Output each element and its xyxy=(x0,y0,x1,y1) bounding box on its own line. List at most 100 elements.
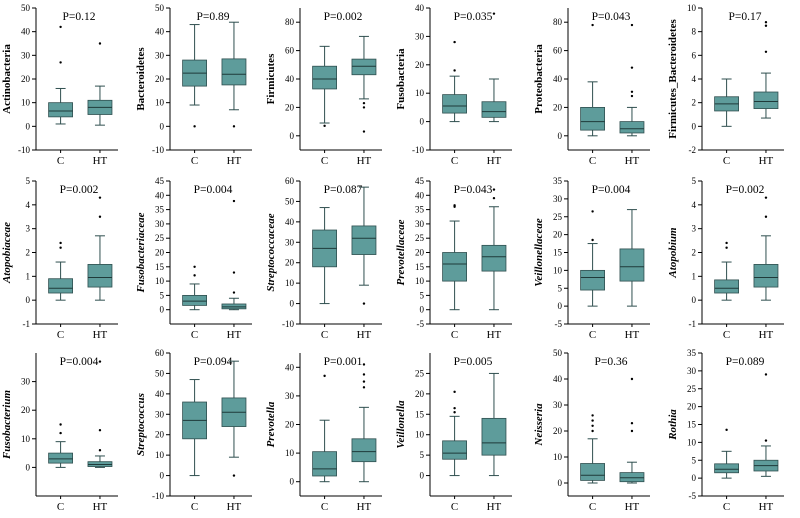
y-tick-label: 3 xyxy=(692,224,697,234)
outlier-point xyxy=(362,130,366,133)
p-value-annotation: P=0.004 xyxy=(60,356,99,368)
outlier-point xyxy=(764,439,768,442)
y-tick-label: 0 xyxy=(290,477,295,487)
y-tick-label: -1 xyxy=(23,319,31,329)
outlier-point xyxy=(492,196,496,200)
panel-neisseria: 0 10 20 30 40 50 Neisseria P=0.36 C HT xyxy=(533,348,650,513)
y-tick-label: 40 xyxy=(285,74,295,84)
box-iqr xyxy=(714,279,739,294)
box-iqr xyxy=(580,107,605,131)
outlier-point xyxy=(764,21,768,24)
box-iqr xyxy=(221,58,247,86)
y-tick-label: 80 xyxy=(553,17,563,27)
panel-prevotellaceae: -5 0 5 10 15 20 25 30 35 40 45 Prevotellaceae P=0.04… xyxy=(395,176,512,341)
outlier-point xyxy=(453,40,456,44)
outlier-point xyxy=(492,188,496,191)
box-iqr xyxy=(442,252,468,282)
box-c xyxy=(312,207,338,305)
box-c xyxy=(182,24,208,128)
y-tick-label: 0 xyxy=(160,471,165,481)
box-iqr xyxy=(481,417,507,456)
y-axis-label: Prevotella xyxy=(265,401,277,447)
y-tick-label: 60 xyxy=(155,348,165,358)
y-tick-label: 60 xyxy=(553,46,563,56)
y-tick-label: 20 xyxy=(415,248,425,258)
x-tick-label: HT xyxy=(93,155,108,167)
y-tick-label: 20 xyxy=(155,74,165,84)
x-tick-label: C xyxy=(723,329,730,341)
y-tick-label: 2 xyxy=(692,98,697,108)
y-tick-label: 40 xyxy=(155,389,165,399)
box-iqr xyxy=(714,463,739,474)
box-c xyxy=(442,204,468,311)
outlier-point xyxy=(591,210,594,213)
y-tick-label: 30 xyxy=(285,237,295,247)
x-tick-label: HT xyxy=(227,501,242,513)
y-axis-label: Firmicutes xyxy=(265,53,277,104)
y-tick-label: 20 xyxy=(553,230,563,240)
box-iqr xyxy=(481,101,507,118)
y-tick-label: 10 xyxy=(687,3,697,13)
p-value-annotation: P=0.001 xyxy=(324,356,363,368)
x-tick-label: C xyxy=(451,329,458,341)
y-tick-label: 20 xyxy=(553,102,563,112)
y-axis-label: Atopobiaceae xyxy=(1,222,13,284)
y-tick-label: 5 xyxy=(420,290,425,300)
p-value-annotation: P=0.005 xyxy=(454,356,493,368)
box-ht xyxy=(481,188,507,311)
y-tick-label: 10 xyxy=(687,437,697,447)
outlier-point xyxy=(591,419,594,422)
x-tick-label: HT xyxy=(357,155,372,167)
outlier-point xyxy=(59,431,62,435)
x-tick-label: HT xyxy=(759,155,774,167)
y-tick-label: 2 xyxy=(26,248,31,258)
y-tick-label: 50 xyxy=(155,3,165,13)
y-tick-label: 30 xyxy=(415,31,425,41)
outlier-point xyxy=(59,423,62,426)
box-c xyxy=(442,390,468,477)
y-tick-label: 20 xyxy=(21,405,31,415)
outlier-point xyxy=(98,196,102,199)
outlier-point xyxy=(362,363,366,366)
outlier-point xyxy=(193,265,196,268)
box-ht xyxy=(619,209,645,307)
box-c xyxy=(182,265,208,311)
outlier-point xyxy=(453,390,456,394)
outlier-point xyxy=(193,125,196,128)
box-iqr xyxy=(351,58,377,76)
x-tick-label: C xyxy=(589,501,596,513)
outlier-point xyxy=(630,377,634,381)
outlier-point xyxy=(453,406,456,410)
y-tick-label: 30 xyxy=(21,50,31,60)
y-tick-label: 10 xyxy=(553,452,563,462)
y-tick-label: 0 xyxy=(420,117,425,127)
box-ht xyxy=(481,372,507,477)
y-tick-label: 30 xyxy=(687,366,697,376)
y-tick-label: 0 xyxy=(26,121,31,131)
y-axis-label: Proteobacteria xyxy=(533,44,545,114)
panel-streptococcaceae: -10 0 10 20 30 40 50 60 Streptococcaceae P=0.087 C… xyxy=(265,176,382,341)
y-tick-label: 30 xyxy=(155,409,165,419)
y-tick-label: 30 xyxy=(553,400,563,410)
y-tick-label: 25 xyxy=(687,384,697,394)
outlier-point xyxy=(764,24,768,27)
y-tick-label: 25 xyxy=(415,233,425,243)
box-c xyxy=(714,428,739,479)
p-value-annotation: P=0.043 xyxy=(454,184,493,196)
box-ht xyxy=(753,373,779,477)
panel-fusobacterium: 0 10 20 30 Fusobacterium P=0.004 C HT xyxy=(1,353,118,513)
y-tick-label: -2 xyxy=(689,145,697,155)
outlier-point xyxy=(453,411,456,414)
panel-rothia: -5 0 5 10 15 20 25 30 35 Rothia P=0.089 C HT xyxy=(667,348,784,513)
panel-streptococcus: -10 0 10 20 30 40 50 60 Streptococcus P=0.094 C HT xyxy=(135,348,252,513)
y-axis-label: Neisseria xyxy=(533,403,545,447)
y-tick-label: 10 xyxy=(155,276,165,286)
outlier-point xyxy=(59,61,62,64)
y-tick-label: -10 xyxy=(412,145,424,155)
y-tick-label: 0 xyxy=(692,473,697,483)
x-tick-label: HT xyxy=(227,329,242,341)
p-value-annotation: P=0.004 xyxy=(592,184,631,196)
outlier-point xyxy=(232,291,236,294)
y-tick-label: 0 xyxy=(420,471,425,481)
box-ht xyxy=(753,196,779,301)
